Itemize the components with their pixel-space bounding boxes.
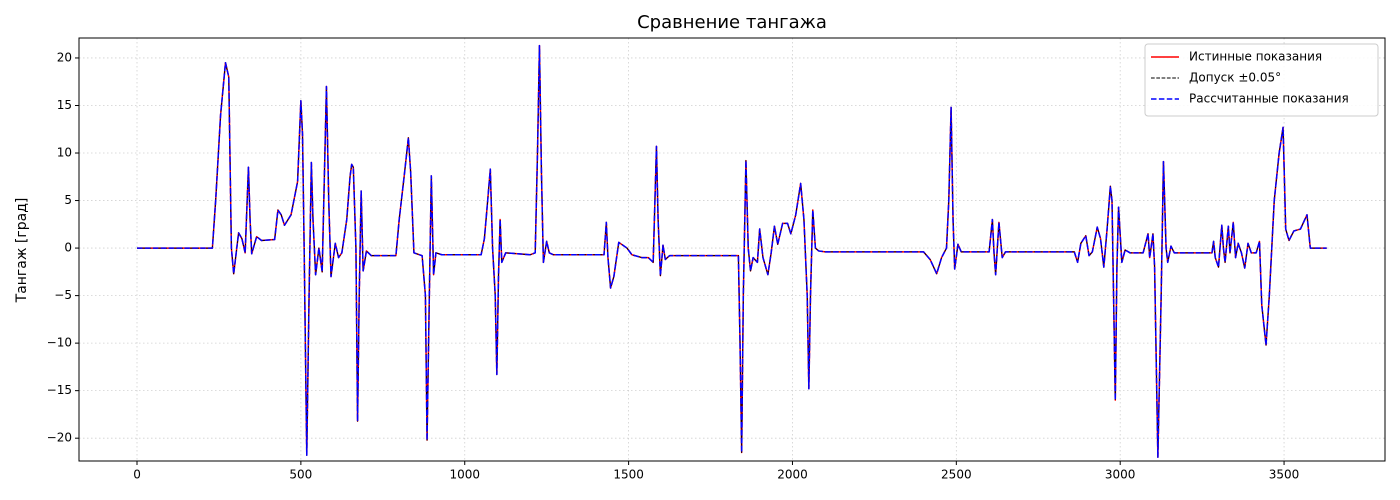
y-axis-label: Тангаж [град] (14, 198, 30, 304)
x-tick-label: 2500 (941, 468, 972, 482)
x-tick-label: 3000 (1105, 468, 1136, 482)
legend-label: Истинные показания (1189, 50, 1322, 64)
y-tick-label: 10 (57, 146, 72, 160)
axes-frame (78, 37, 1386, 462)
series-line (137, 45, 1327, 458)
legend-label: Рассчитанные показания (1189, 92, 1349, 106)
y-tick-label: −15 (47, 383, 72, 397)
series-line (137, 44, 1327, 458)
x-tick-label: 2000 (777, 468, 808, 482)
legend-label: Допуск ±0.05° (1189, 71, 1281, 85)
y-tick-label: 15 (57, 98, 72, 112)
x-tick-label: 1500 (613, 468, 644, 482)
y-tick-label: −10 (47, 336, 72, 350)
chart-title: Сравнение тангажа (637, 12, 827, 33)
plot-area (137, 44, 1327, 458)
y-tick-label: 20 (57, 50, 72, 64)
y-tick-label: 5 (64, 193, 72, 207)
x-tick-label: 0 (133, 468, 141, 482)
y-tick-label: 0 (64, 241, 72, 255)
x-tick-label: 1000 (449, 468, 480, 482)
x-tick-label: 500 (289, 468, 312, 482)
y-tick-label: −5 (54, 288, 72, 302)
y-tick-label: −20 (47, 431, 72, 445)
legend-box (1144, 43, 1379, 117)
x-tick-label: 3500 (1269, 468, 1300, 482)
